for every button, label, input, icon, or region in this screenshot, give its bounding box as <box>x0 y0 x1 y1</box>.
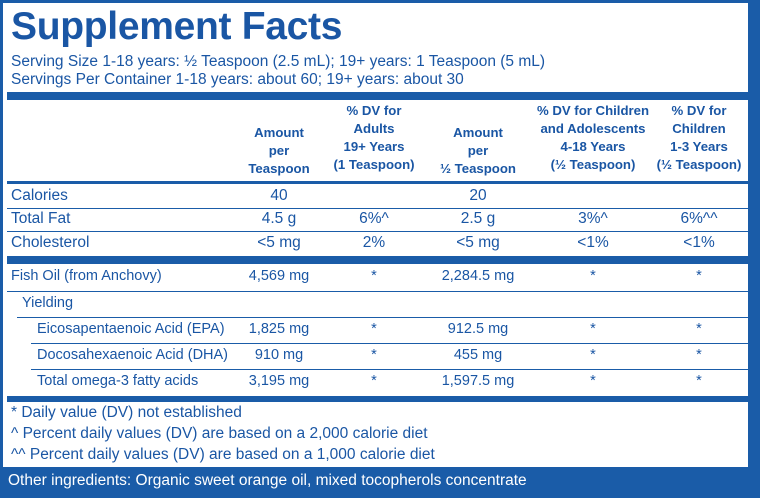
omega3-dv-children-adolescents: * <box>590 373 596 389</box>
dha-amount-tsp: 910 mg <box>254 347 304 363</box>
row-label-dha: Docosahexaenoic Acid (DHA) <box>37 347 229 363</box>
dha-dv-children-adolescents: * <box>590 347 596 363</box>
footnote-2000-calorie: ^ Percent daily values (DV) are based on… <box>11 425 428 442</box>
total-fat-dv-adults: 6%^ <box>359 210 389 227</box>
omega3-dv-children-1-3: * <box>696 373 702 389</box>
servings-per-container: Servings Per Container 1-18 years: about… <box>11 71 464 88</box>
row-divider <box>7 291 748 292</box>
fish-oil-dv-adults: * <box>371 268 377 284</box>
dha-dv-adults: * <box>371 347 377 363</box>
epa-amount-tsp: 1,825 mg <box>248 321 310 337</box>
total-fat-dv-children-adolescents: 3%^ <box>578 210 608 227</box>
fish-oil-amount-half-tsp: 2,284.5 mg <box>441 268 515 284</box>
thick-divider-middle <box>7 256 748 264</box>
dha-dv-children-1-3: * <box>696 347 702 363</box>
other-ingredients: Other ingredients: Organic sweet orange … <box>8 472 527 489</box>
footnote-1000-calorie: ^^ Percent daily values (DV) are based o… <box>11 446 435 463</box>
cholesterol-dv-children-adolescents: <1% <box>577 234 609 251</box>
total-fat-amount-half-tsp: 2.5 g <box>460 210 496 227</box>
col-header-dv-children-1-3: % DV for Children 1-3 Years (½ Teaspoon) <box>656 103 742 172</box>
panel-title: Supplement Facts <box>11 5 343 48</box>
row-label-total-omega3: Total omega-3 fatty acids <box>37 373 199 389</box>
footnote-dv-not-established: * Daily value (DV) not established <box>11 404 242 421</box>
epa-dv-children-adolescents: * <box>590 321 596 337</box>
col-header-amount-half-tsp: Amount per ½ Teaspoon <box>440 125 516 176</box>
total-fat-amount-tsp: 4.5 g <box>261 210 297 227</box>
epa-amount-half-tsp: 912.5 mg <box>447 321 509 337</box>
row-label-calories: Calories <box>11 187 68 204</box>
fish-oil-dv-children-1-3: * <box>696 268 702 284</box>
row-divider <box>31 369 748 370</box>
cholesterol-amount-tsp: <5 mg <box>257 234 301 251</box>
omega3-amount-tsp: 3,195 mg <box>248 373 310 389</box>
row-label-fish-oil: Fish Oil (from Anchovy) <box>11 268 162 284</box>
row-label-yielding: Yielding <box>22 295 74 311</box>
omega3-amount-half-tsp: 1,597.5 mg <box>441 373 515 389</box>
serving-size: Serving Size 1-18 years: ½ Teaspoon (2.5… <box>11 53 546 70</box>
cholesterol-amount-half-tsp: <5 mg <box>456 234 500 251</box>
omega3-dv-adults: * <box>371 373 377 389</box>
fish-oil-amount-tsp: 4,569 mg <box>248 268 310 284</box>
col-header-dv-adults: % DV for Adults 19+ Years (1 Teaspoon) <box>333 103 415 172</box>
supplement-facts-panel: Supplement Facts Serving Size 1-18 years… <box>3 3 751 467</box>
total-fat-dv-children-1-3: 6%^^ <box>680 210 718 227</box>
row-label-total-fat: Total Fat <box>11 210 71 227</box>
cholesterol-dv-children-1-3: <1% <box>683 234 715 251</box>
epa-dv-children-1-3: * <box>696 321 702 337</box>
thick-divider-top <box>7 92 748 100</box>
calories-amount-tsp: 40 <box>270 187 288 204</box>
header-divider <box>7 181 748 184</box>
row-divider <box>31 343 748 344</box>
row-divider <box>7 208 748 209</box>
row-label-epa: Eicosapentaenoic Acid (EPA) <box>37 321 225 337</box>
row-label-cholesterol: Cholesterol <box>11 234 90 251</box>
calories-amount-half-tsp: 20 <box>469 187 487 204</box>
cholesterol-dv-adults: 2% <box>362 234 386 251</box>
epa-dv-adults: * <box>371 321 377 337</box>
dha-amount-half-tsp: 455 mg <box>453 347 503 363</box>
row-divider <box>7 231 748 232</box>
col-header-dv-children-adolescents: % DV for Children and Adolescents 4-18 Yea… <box>536 103 650 172</box>
row-divider <box>17 317 748 318</box>
thick-divider-bottom <box>7 396 748 402</box>
fish-oil-dv-children-adolescents: * <box>590 268 596 284</box>
col-header-amount-tsp: Amount per Teaspoon <box>248 125 310 176</box>
